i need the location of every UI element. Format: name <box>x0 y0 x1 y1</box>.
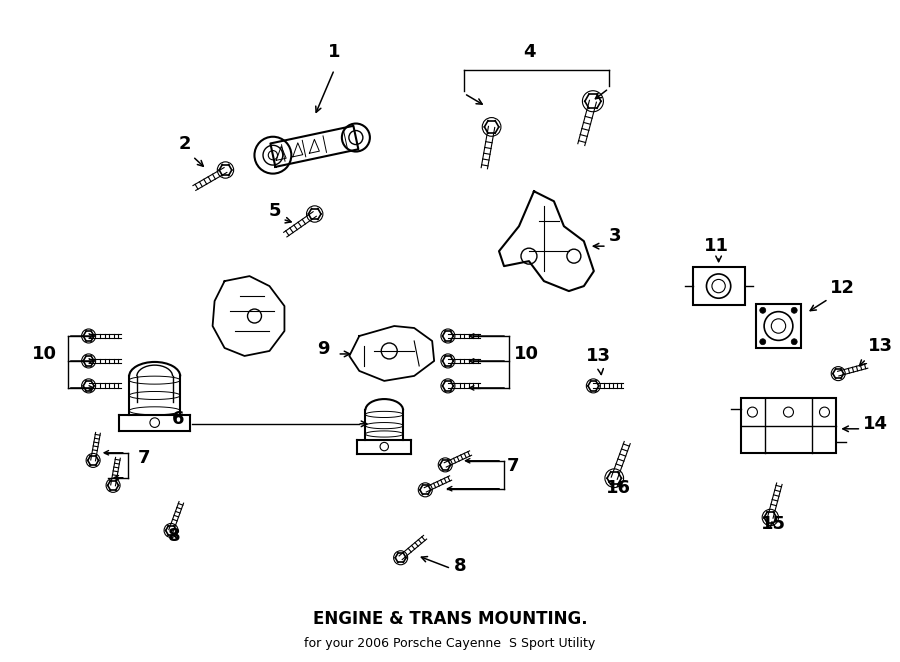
Text: 13: 13 <box>868 337 894 355</box>
Circle shape <box>791 307 797 313</box>
Bar <box>741 399 836 453</box>
Text: 13: 13 <box>586 347 611 365</box>
Text: ENGINE & TRANS MOUNTING.: ENGINE & TRANS MOUNTING. <box>312 610 588 628</box>
Circle shape <box>791 339 797 345</box>
Text: 12: 12 <box>831 279 855 297</box>
Text: 16: 16 <box>607 479 631 496</box>
Text: 10: 10 <box>32 345 58 363</box>
Text: 8: 8 <box>454 557 467 575</box>
Text: 9: 9 <box>317 340 329 358</box>
Circle shape <box>760 339 766 345</box>
Text: 7: 7 <box>507 457 519 475</box>
Text: 5: 5 <box>268 202 281 220</box>
Text: 2: 2 <box>178 135 191 154</box>
Text: 7: 7 <box>138 449 150 467</box>
Text: 4: 4 <box>523 42 536 60</box>
Text: 3: 3 <box>608 227 621 245</box>
Bar <box>693 267 744 305</box>
Text: 15: 15 <box>761 514 786 533</box>
Text: 11: 11 <box>704 237 729 255</box>
Text: 8: 8 <box>168 526 181 545</box>
Text: 14: 14 <box>863 415 888 433</box>
Bar <box>756 304 801 348</box>
Text: for your 2006 Porsche Cayenne  S Sport Utility: for your 2006 Porsche Cayenne S Sport Ut… <box>304 637 596 650</box>
Text: 6: 6 <box>172 410 184 428</box>
Circle shape <box>760 307 766 313</box>
Text: 10: 10 <box>514 345 539 363</box>
Text: 1: 1 <box>328 42 340 60</box>
